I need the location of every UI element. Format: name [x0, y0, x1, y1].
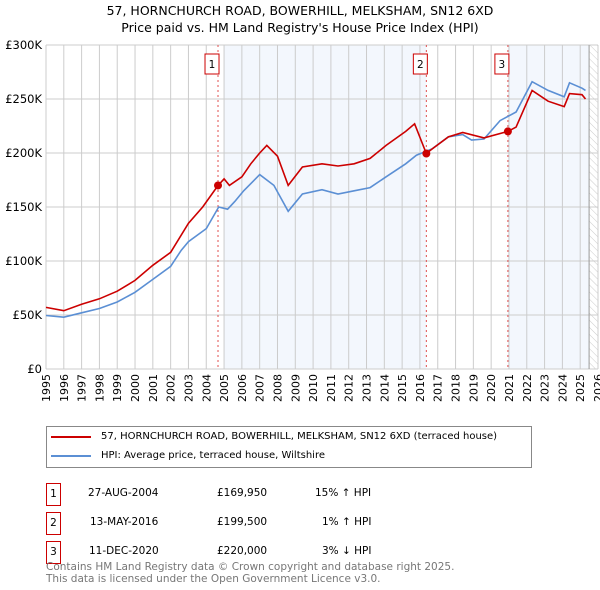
- sale-label: 3: [499, 59, 506, 71]
- x-tick-label: 2026: [592, 374, 600, 402]
- x-tick-label: 2017: [432, 374, 445, 402]
- x-tick-label: 2006: [236, 374, 249, 402]
- y-tick-label: £150K: [5, 200, 42, 214]
- y-tick-label: £250K: [5, 92, 42, 106]
- sale-date: 27-AUG-2004: [88, 487, 159, 499]
- x-tick-label: 2010: [307, 374, 320, 402]
- footer-line1: Contains HM Land Registry data © Crown c…: [46, 561, 455, 573]
- sale-hpi-diff: 15% ↑ HPI: [315, 487, 372, 499]
- x-tick-label: 2021: [503, 374, 516, 402]
- x-tick-label: 2016: [414, 374, 427, 402]
- legend-swatch-hpi: [51, 454, 91, 457]
- x-tick-label: 2000: [129, 374, 142, 402]
- sale-number: 3: [46, 541, 61, 564]
- sale-point: [422, 149, 431, 158]
- x-tick-label: 2008: [271, 374, 284, 402]
- x-tick-label: 2011: [325, 374, 338, 402]
- x-tick-label: 2022: [521, 374, 534, 402]
- sale-point: [503, 127, 512, 136]
- sale-label-box: [412, 53, 428, 75]
- chart-subtitle: Price paid vs. HM Land Registry's House …: [121, 20, 479, 35]
- legend-label-property: 57, HORNCHURCH ROAD, BOWERHILL, MELKSHAM…: [101, 431, 498, 442]
- x-tick-label: 2024: [556, 374, 569, 402]
- sale-label: 2: [417, 59, 424, 71]
- sale-point: [214, 181, 223, 190]
- x-tick-label: 1995: [40, 374, 53, 402]
- footer-line2: This data is licensed under the Open Gov…: [46, 573, 381, 585]
- x-tick-label: 2005: [218, 374, 231, 402]
- x-tick-label: 1997: [76, 374, 89, 402]
- sale-date: 13-MAY-2016: [90, 516, 159, 528]
- x-tick-label: 2012: [343, 374, 356, 402]
- x-tick-label: 2023: [539, 374, 552, 402]
- sale-hpi-diff: 1% ↑ HPI: [322, 516, 372, 528]
- x-tick-label: 2009: [289, 374, 302, 402]
- x-tick-label: 1998: [93, 374, 106, 402]
- chart-title: 57, HORNCHURCH ROAD, BOWERHILL, MELKSHAM…: [106, 3, 494, 18]
- sale-label: 1: [209, 59, 216, 71]
- x-tick-label: 2003: [182, 374, 195, 402]
- sale-number: 1: [46, 483, 61, 506]
- y-tick-label: £100K: [5, 254, 42, 268]
- x-tick-label: 2015: [396, 374, 409, 402]
- x-tick-label: 2001: [147, 374, 160, 402]
- x-tick-label: 2007: [254, 374, 267, 402]
- x-tick-label: 1996: [58, 374, 71, 402]
- sale-row: 1 27-AUG-2004 £169,950 15% ↑ HPI: [46, 483, 446, 506]
- sale-label-box: [494, 53, 510, 75]
- y-tick-label: £200K: [5, 146, 42, 160]
- hpi-line: [45, 80, 586, 319]
- sale-label-box: [204, 53, 220, 75]
- property-price-line: [45, 89, 587, 312]
- x-tick-label: 2013: [361, 374, 374, 402]
- sale-price: £220,000: [217, 545, 268, 557]
- legend-label-hpi: HPI: Average price, terraced house, Wilt…: [101, 450, 325, 461]
- sale-date: 11-DEC-2020: [89, 545, 159, 557]
- x-tick-label: 2018: [450, 374, 463, 402]
- sale-row: 2 13-MAY-2016 £199,500 1% ↑ HPI: [46, 512, 446, 535]
- x-tick-label: 2004: [200, 374, 213, 402]
- plot-area: 1995 1996 1997 1998 1999 2000 2001 2002 2003 2004…: [5, 38, 600, 402]
- legend-swatch-property: [51, 435, 91, 438]
- sale-price: £199,500: [217, 516, 268, 528]
- legend: 57, HORNCHURCH ROAD, BOWERHILL, MELKSHAM…: [46, 426, 532, 468]
- sale-row: 3 11-DEC-2020 £220,000 3% ↓ HPI: [46, 541, 446, 564]
- footer: Contains HM Land Registry data © Crown c…: [46, 561, 454, 585]
- y-tick-label: £50K: [13, 308, 43, 322]
- x-tick-label: 2020: [485, 374, 498, 402]
- y-tick-label: £0: [27, 362, 42, 376]
- x-tick-label: 2019: [467, 374, 480, 402]
- x-tick-label: 2014: [378, 374, 391, 402]
- x-tick-label: 1999: [111, 374, 124, 402]
- x-tick-label: 2002: [165, 374, 178, 402]
- sale-price: £169,950: [217, 487, 268, 499]
- y-tick-label: £300K: [5, 38, 42, 52]
- sale-number: 2: [46, 512, 61, 535]
- x-tick-label: 2025: [574, 374, 587, 402]
- sale-hpi-diff: 3% ↓ HPI: [322, 545, 372, 557]
